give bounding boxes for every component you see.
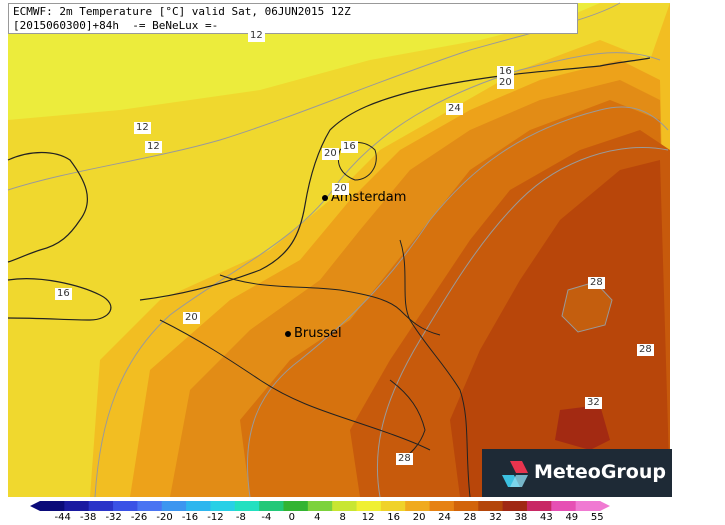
scale-tick-label: -38 bbox=[80, 512, 97, 523]
city-amsterdam: Amsterdam bbox=[322, 190, 406, 205]
scale-tick-label: -26 bbox=[130, 512, 148, 523]
border-belgium-netherlands bbox=[219, 274, 441, 336]
scale-swatch bbox=[332, 501, 358, 511]
scale-swatch bbox=[186, 501, 211, 511]
scale-swatch bbox=[429, 501, 455, 511]
scale-swatch bbox=[259, 501, 284, 511]
scale-swatch bbox=[283, 501, 309, 511]
scale-swatch bbox=[453, 501, 479, 511]
contour-label: 16 bbox=[55, 288, 72, 300]
scale-tick-label: -32 bbox=[105, 512, 122, 523]
coastline-england bbox=[7, 151, 89, 263]
scale-swatch bbox=[502, 501, 528, 511]
scale-tick-label: 32 bbox=[489, 512, 502, 523]
meteogroup-logo-text: MeteoGroup bbox=[534, 461, 666, 483]
header-line-model: ECMWF: 2m Temperature [°C] valid Sat, 06… bbox=[13, 5, 351, 18]
scale-swatch bbox=[234, 501, 260, 511]
isoline-28 bbox=[376, 146, 669, 498]
scale-swatch bbox=[307, 501, 333, 511]
contour-label: 20 bbox=[332, 183, 349, 195]
scale-swatch bbox=[575, 501, 601, 511]
scale-swatch bbox=[405, 501, 431, 511]
header-line-run: [2015060300]+84h -= BeNeLux =- bbox=[13, 19, 219, 32]
scale-tick-label: 0 bbox=[288, 512, 295, 523]
scale-arrow-right bbox=[600, 501, 610, 511]
meteogroup-logo-icon bbox=[502, 461, 528, 487]
contour-label: 24 bbox=[446, 103, 463, 115]
coastline-continent bbox=[139, 57, 651, 301]
scale-swatch bbox=[137, 501, 163, 511]
contour-label: 28 bbox=[396, 453, 413, 465]
contour-label: 20 bbox=[183, 312, 200, 324]
scale-swatch bbox=[551, 501, 577, 511]
scale-tick-label: 8 bbox=[339, 512, 346, 523]
city-brussel: Brussel bbox=[285, 326, 342, 341]
scale-tick-label: 24 bbox=[438, 512, 451, 523]
contour-label: 12 bbox=[145, 141, 162, 153]
scale-tick-label: 43 bbox=[539, 512, 553, 523]
coastline-england-south bbox=[7, 278, 112, 321]
scale-swatch bbox=[161, 501, 187, 511]
scale-swatch bbox=[380, 501, 406, 511]
contour-label: 32 bbox=[585, 397, 602, 409]
temperature-field-30 bbox=[450, 160, 670, 497]
scale-tick-label: 16 bbox=[387, 512, 400, 523]
temperature-field-32 bbox=[555, 405, 610, 450]
city-marker bbox=[285, 330, 291, 337]
map-header: ECMWF: 2m Temperature [°C] valid Sat, 06… bbox=[8, 3, 578, 34]
scale-tick-label: -4 bbox=[261, 512, 272, 523]
meteogroup-logo: MeteoGroup bbox=[482, 449, 672, 497]
city-marker bbox=[322, 194, 328, 201]
scale-tick-label: -8 bbox=[235, 512, 246, 523]
scale-tick-label: 12 bbox=[361, 512, 375, 523]
scale-tick-label: 20 bbox=[412, 512, 426, 523]
contour-label: 20 bbox=[497, 77, 514, 89]
scale-tick-label: -16 bbox=[181, 512, 199, 523]
city-label: Amsterdam bbox=[331, 190, 407, 205]
contour-label: 16 bbox=[497, 66, 514, 78]
contour-label: 12 bbox=[248, 30, 265, 42]
scale-swatch bbox=[356, 501, 382, 511]
contour-label: 16 bbox=[341, 141, 358, 153]
scale-tick-label: 38 bbox=[514, 512, 528, 523]
scale-swatch bbox=[210, 501, 236, 511]
scale-tick-label: 4 bbox=[314, 512, 321, 523]
temperature-color-scale bbox=[30, 501, 610, 511]
scale-tick-label: 28 bbox=[463, 512, 477, 523]
scale-swatch bbox=[526, 501, 552, 511]
contour-label: 28 bbox=[588, 277, 605, 289]
contour-label: 20 bbox=[322, 148, 339, 160]
border-germany bbox=[399, 239, 471, 498]
scale-tick-label: 55 bbox=[590, 512, 604, 523]
scale-swatch bbox=[40, 501, 65, 511]
scale-swatch bbox=[113, 501, 138, 511]
temperature-scale-ticks: -44 -38 -32 -26 -20 -16 -12 -8 -4 0 4 8 12 16 20 24 28 32… bbox=[30, 512, 610, 524]
scale-arrow-left bbox=[30, 501, 40, 511]
contour-label: 28 bbox=[637, 344, 654, 356]
scale-tick-label: -20 bbox=[156, 512, 173, 523]
scale-swatch bbox=[478, 501, 504, 511]
scale-tick-label: 49 bbox=[565, 512, 579, 523]
isoline-24 bbox=[246, 106, 669, 498]
isoline-20 bbox=[94, 52, 661, 498]
scale-tick-label: -12 bbox=[207, 512, 224, 523]
scale-swatch bbox=[88, 501, 114, 511]
contour-label: 12 bbox=[134, 122, 151, 134]
scale-tick-label: -44 bbox=[54, 512, 71, 523]
scale-swatch bbox=[64, 501, 90, 511]
border-france-belgium bbox=[159, 319, 431, 451]
city-label: Brussel bbox=[294, 326, 342, 341]
